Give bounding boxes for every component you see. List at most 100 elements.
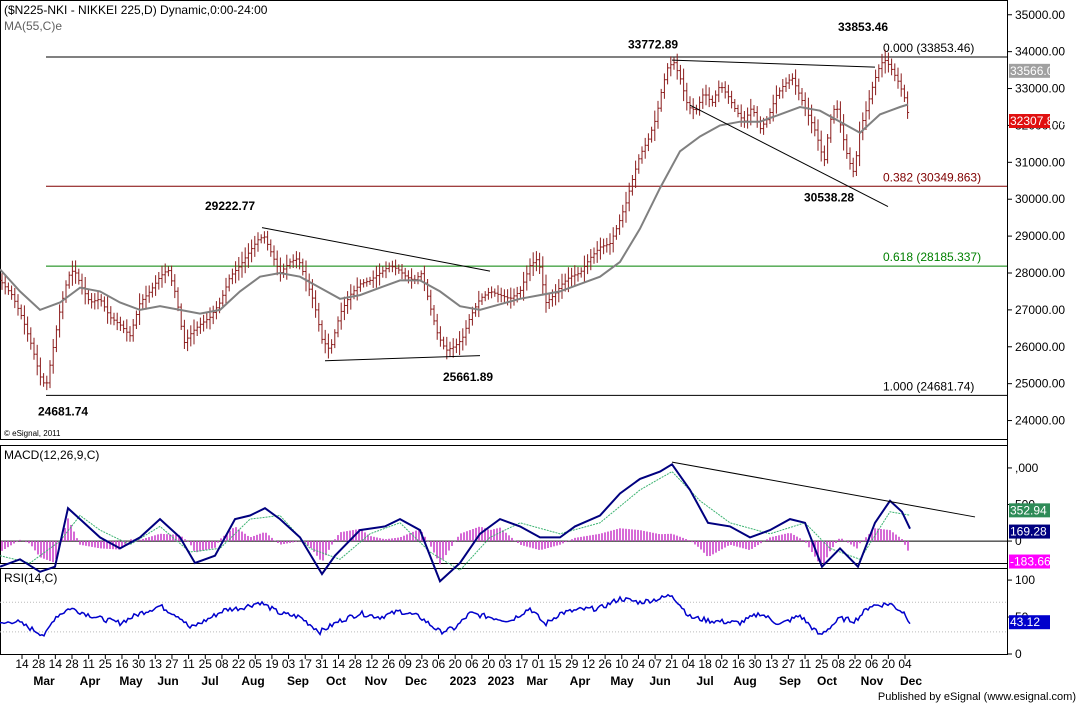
x-month-label: Oct xyxy=(326,674,346,688)
x-day-label: 24 xyxy=(632,657,646,671)
price-annotation: 29222.77 xyxy=(205,199,255,213)
x-day-label: 14 xyxy=(15,657,29,671)
x-day-label: 10 xyxy=(615,657,629,671)
x-month-label: Jun xyxy=(649,674,670,688)
x-day-label: 22 xyxy=(232,657,246,671)
macd-signal-badge: 352.94 xyxy=(1010,503,1047,517)
x-month-label: Mar xyxy=(526,674,548,688)
x-month-label: Sep xyxy=(287,674,309,688)
x-day-label: 26 xyxy=(598,657,612,671)
x-day-label: 26 xyxy=(382,657,396,671)
x-month-label: Aug xyxy=(241,674,264,688)
price-annotation: 33853.46 xyxy=(838,20,888,34)
x-day-label: 28 xyxy=(32,657,46,671)
fib-level-label: 0.382 (30349.863) xyxy=(883,170,981,184)
price-annotation: 33772.89 xyxy=(628,38,678,52)
macd-signal-badge-bg xyxy=(1009,503,1050,518)
price-y-ticks: 35000.0034000.0033000.0032000.0031000.00… xyxy=(1007,8,1065,428)
macd-hist-badge-bg xyxy=(1009,554,1050,569)
x-day-label: 07 xyxy=(648,657,662,671)
x-day-label: 18 xyxy=(698,657,712,671)
price-tick-label: 35000.00 xyxy=(1015,8,1065,22)
fib-level-label: 1.000 (24681.74) xyxy=(883,379,974,393)
x-month-label: 2023 xyxy=(450,674,477,688)
x-day-label: 28 xyxy=(349,657,363,671)
rsi-group: 100500 xyxy=(0,573,1035,661)
rsi-tick-label: 0 xyxy=(1015,647,1022,661)
close-last-value-badge: 32307.859 xyxy=(1010,114,1067,128)
x-month-label: Oct xyxy=(817,674,837,688)
x-month-label: Jul xyxy=(696,674,713,688)
x-month-label: 2023 xyxy=(488,674,515,688)
x-day-label: 13 xyxy=(765,657,779,671)
x-day-label: 28 xyxy=(65,657,79,671)
x-day-label: 03 xyxy=(282,657,296,671)
macd-line xyxy=(0,462,911,584)
x-day-label: 08 xyxy=(832,657,846,671)
macd-hist-badge: -183.66 xyxy=(1010,555,1051,569)
x-day-label: 17 xyxy=(299,657,313,671)
x-day-label: 27 xyxy=(165,657,179,671)
macd-value-badge-bg xyxy=(1009,524,1050,539)
rsi-line xyxy=(0,593,911,637)
rsi-value-badge-bg xyxy=(1009,615,1050,630)
macd-signal-line xyxy=(0,470,911,571)
fib-level-label: 0.618 (28185.337) xyxy=(883,250,981,264)
x-day-label: 23 xyxy=(415,657,429,671)
x-month-label: Apr xyxy=(80,674,101,688)
value-badges: 33566.0249 32307.859 352.94 169.28 -183.66 43… xyxy=(1009,63,1074,630)
x-month-label: May xyxy=(119,674,143,688)
ma-last-value-badge-bg xyxy=(1009,63,1050,78)
x-day-label: 06 xyxy=(465,657,479,671)
macd-value-badge: 169.28 xyxy=(1010,525,1047,539)
x-day-label: 09 xyxy=(399,657,413,671)
x-day-label: 22 xyxy=(848,657,862,671)
x-day-label: 19 xyxy=(265,657,279,671)
macd-title: MACD(12,26,9,C) xyxy=(4,448,99,462)
x-month-label: Nov xyxy=(861,674,884,688)
published-credit: Published by eSignal (www.esignal.com) xyxy=(878,691,1076,703)
price-trendline xyxy=(261,227,491,272)
x-day-label: 25 xyxy=(99,657,113,671)
x-day-label: 30 xyxy=(748,657,762,671)
x-month-label: Aug xyxy=(733,674,756,688)
price-trendline xyxy=(324,355,481,362)
macd-tick-label: 0 xyxy=(1015,534,1022,548)
price-trendline xyxy=(671,59,876,68)
x-day-label: 20 xyxy=(448,657,462,671)
price-annotations: 33853.46 33772.89 29222.77 30538.28 25661.89… xyxy=(38,20,888,418)
rsi-title: RSI(14,C) xyxy=(4,571,57,585)
chart-title: ($N225-NKI - NIKKEI 225,D) Dynamic,0:00-… xyxy=(4,3,268,17)
x-day-label: 14 xyxy=(332,657,346,671)
ma-last-value-badge: 33566.0249 xyxy=(1010,64,1074,78)
x-day-label: 14 xyxy=(49,657,63,671)
price-tick-label: 26000.00 xyxy=(1015,340,1065,354)
x-month-label: Mar xyxy=(33,674,55,688)
x-day-label: 01 xyxy=(532,657,546,671)
x-day-label: 27 xyxy=(782,657,796,671)
fibonacci-levels: 0.000 (33853.46) 0.382 (30349.863) 0.618 (… xyxy=(46,41,1007,396)
price-annotation: 25661.89 xyxy=(443,370,493,384)
x-month-label: Apr xyxy=(570,674,591,688)
esignal-credit: © eSignal, 2011 xyxy=(4,429,61,438)
x-day-label: 11 xyxy=(82,657,95,671)
x-day-label: 13 xyxy=(149,657,163,671)
x-day-label: 06 xyxy=(432,657,446,671)
x-day-label: 25 xyxy=(199,657,213,671)
x-day-label: 08 xyxy=(215,657,229,671)
price-tick-label: 29000.00 xyxy=(1015,229,1065,243)
price-bars xyxy=(0,49,910,391)
x-month-label: Jun xyxy=(157,674,178,688)
ma55-line xyxy=(0,103,909,315)
x-day-label: 17 xyxy=(515,657,529,671)
price-tick-label: 30000.00 xyxy=(1015,192,1065,206)
x-day-label: 11 xyxy=(182,657,195,671)
macd-group: ,0005000 xyxy=(0,461,1039,584)
x-day-label: 30 xyxy=(132,657,146,671)
x-month-label: Dec xyxy=(900,674,922,688)
x-month-label: May xyxy=(610,674,634,688)
x-day-label: 03 xyxy=(498,657,512,671)
x-day-label: 29 xyxy=(565,657,579,671)
price-trendline xyxy=(689,104,889,208)
